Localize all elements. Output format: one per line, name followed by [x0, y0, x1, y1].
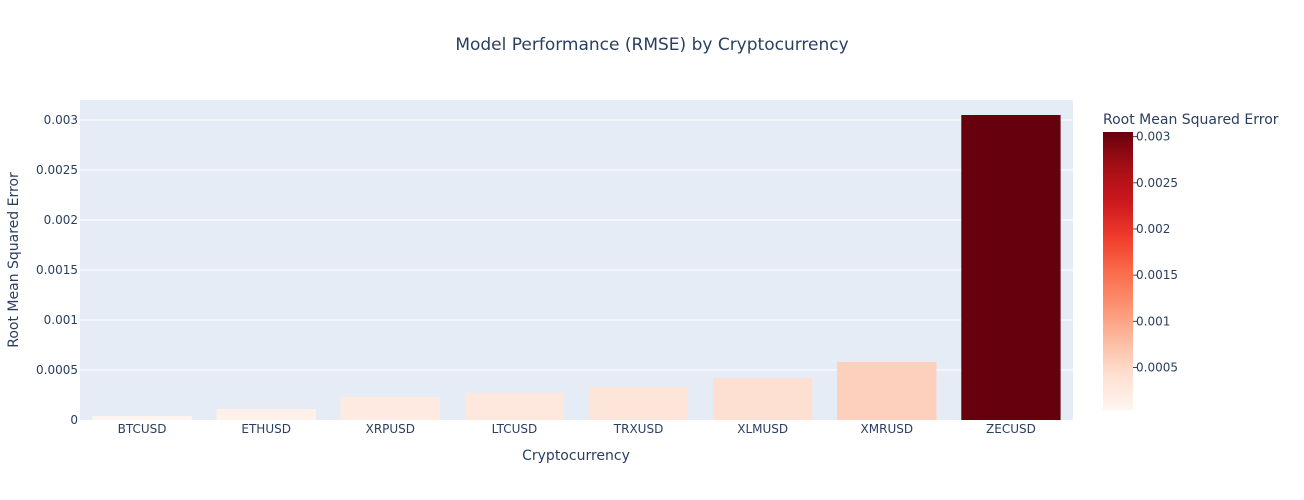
y-axis-title: Root Mean Squared Error: [6, 172, 22, 348]
x-tick-label: LTCUSD: [492, 422, 538, 436]
colorbar-tick-label: 0.0005: [1136, 361, 1178, 375]
bars: [92, 115, 1061, 420]
chart-title: Model Performance (RMSE) by Cryptocurren…: [455, 35, 848, 55]
bar-btcusd: [92, 416, 192, 420]
x-tick-label: XLMUSD: [737, 422, 788, 436]
colorbar-title: Root Mean Squared Error: [1103, 112, 1279, 128]
x-tick-label: XMRUSD: [861, 422, 914, 436]
y-tick-label: 0.0015: [36, 263, 78, 277]
bar-xrpusd: [340, 397, 440, 420]
bar-ethusd: [216, 409, 316, 420]
x-tick-label: BTCUSD: [118, 422, 167, 436]
x-tick-label: TRXUSD: [613, 422, 664, 436]
x-tick-label: XRPUSD: [366, 422, 415, 436]
bar-xlmusd: [713, 378, 813, 420]
colorbar-tick-label: 0.002: [1136, 222, 1170, 236]
y-tick-label: 0.003: [44, 113, 78, 127]
bar-zecusd: [961, 115, 1061, 420]
colorbar-tick-label: 0.0015: [1136, 268, 1178, 282]
y-tick-label: 0.001: [44, 313, 78, 327]
y-axis-ticks: 0 0.0005 0.001 0.0015 0.002 0.0025 0.003: [36, 113, 78, 427]
x-tick-label: ETHUSD: [241, 422, 291, 436]
y-tick-label: 0: [70, 413, 78, 427]
x-tick-label: ZECUSD: [986, 422, 1036, 436]
x-axis-ticks: BTCUSD ETHUSD XRPUSD LTCUSD TRXUSD XLMUSD XMRU…: [118, 422, 1036, 436]
colorbar: [1103, 132, 1133, 410]
colorbar-tick-label: 0.001: [1136, 314, 1170, 328]
y-tick-label: 0.0005: [36, 363, 78, 377]
bar-ltcusd: [464, 393, 565, 420]
y-tick-label: 0.0025: [36, 163, 78, 177]
colorbar-tick-label: 0.0025: [1136, 176, 1178, 190]
y-tick-label: 0.002: [44, 213, 78, 227]
bar-xmrusd: [837, 362, 937, 420]
bar-trxusd: [588, 387, 689, 420]
x-axis-title: Cryptocurrency: [522, 448, 630, 464]
colorbar-tick-label: 0.003: [1136, 130, 1170, 144]
gridlines: [80, 119, 1073, 371]
colorbar-ticks: 0.0005 0.001 0.0015 0.002 0.0025 0.003: [1133, 130, 1178, 375]
